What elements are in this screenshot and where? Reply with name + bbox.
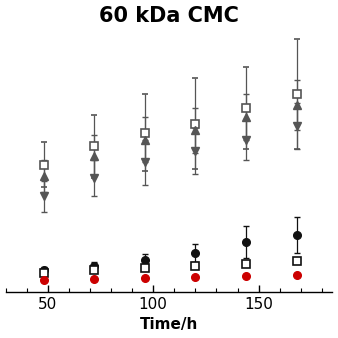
Title: 60 kDa CMC: 60 kDa CMC [99,5,239,26]
X-axis label: Time/h: Time/h [140,317,198,333]
